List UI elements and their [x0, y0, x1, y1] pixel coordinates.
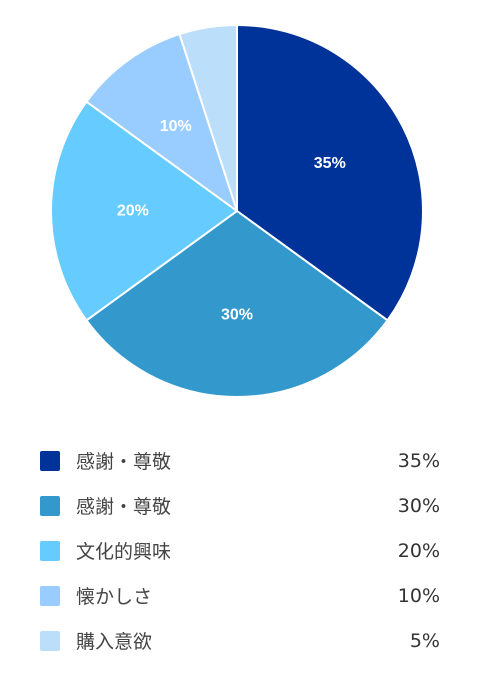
pie-slice: [85, 210, 389, 398]
pie-slices: [50, 24, 424, 398]
legend-item: 懐かしさ 10%: [40, 573, 440, 618]
legend-label: 文化的興味: [76, 541, 172, 563]
slice-value-label: 35%: [314, 155, 346, 172]
legend-swatch: [40, 630, 60, 651]
pie-slice: [50, 100, 238, 322]
legend-swatch: [40, 450, 60, 471]
legend-item: 購入意欲 5%: [40, 618, 440, 663]
slice-value-label: 10%: [160, 118, 192, 135]
legend-value: 35%: [397, 449, 440, 472]
pie-slice: [178, 24, 238, 212]
legend-value: 5%: [409, 629, 440, 652]
legend-swatch: [40, 585, 60, 606]
slice-value-label: 30%: [221, 307, 253, 324]
legend-label: 懐かしさ: [76, 586, 153, 608]
legend-label: 感謝・尊敬: [76, 451, 172, 473]
slice-value-label: 20%: [117, 203, 149, 220]
legend-item: 感謝・尊敬 30%: [40, 483, 440, 528]
pie-chart: 35% 30% 20% 10%: [50, 24, 424, 398]
pie-slice: [236, 24, 424, 322]
legend-swatch: [40, 540, 60, 561]
pie-slice: [85, 33, 238, 212]
legend-swatch: [40, 495, 60, 516]
legend-label: 感謝・尊敬: [76, 496, 172, 518]
legend-label: 購入意欲: [76, 631, 153, 653]
legend-value: 10%: [397, 584, 440, 607]
legend-value: 30%: [397, 494, 440, 517]
legend: 感謝・尊敬 35% 感謝・尊敬 30% 文化的興味 20% 懐かしさ 10% 購…: [40, 438, 440, 663]
pie-slice-labels: 35% 30% 20% 10%: [117, 118, 346, 323]
legend-item: 文化的興味 20%: [40, 528, 440, 573]
legend-item: 感謝・尊敬 35%: [40, 438, 440, 483]
legend-value: 20%: [397, 539, 440, 562]
